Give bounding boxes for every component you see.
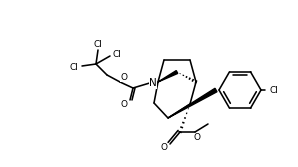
Text: O: O (120, 100, 128, 109)
Polygon shape (158, 71, 178, 82)
Text: Cl: Cl (69, 62, 78, 71)
Text: Cl: Cl (270, 86, 278, 95)
Text: Cl: Cl (94, 40, 103, 48)
Text: O: O (193, 133, 201, 142)
Text: O: O (120, 72, 128, 81)
Polygon shape (168, 88, 217, 118)
Text: N: N (149, 78, 157, 88)
Text: O: O (161, 142, 167, 151)
Text: Cl: Cl (113, 49, 122, 58)
